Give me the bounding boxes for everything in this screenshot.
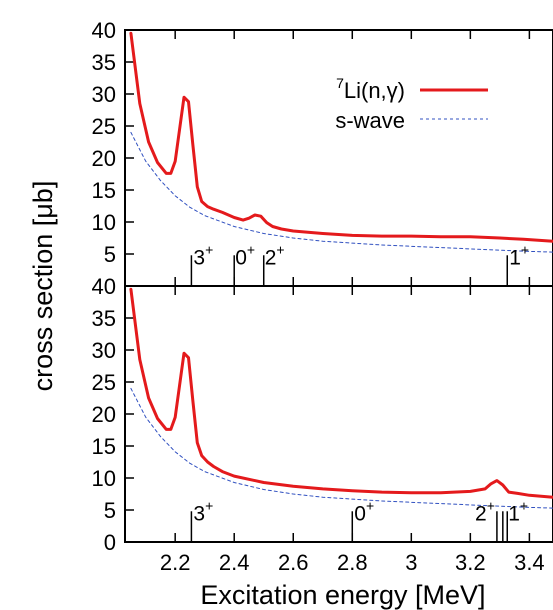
- series-li7-ng: [129, 287, 553, 499]
- y-tick-label: 10: [92, 210, 116, 235]
- panel-frame: [124, 29, 553, 287]
- y-tick-label: 15: [92, 178, 116, 203]
- y-tick-label: 5: [104, 498, 116, 523]
- y-tick-label: 35: [92, 50, 116, 75]
- x-tick-label: 2.2: [160, 550, 191, 575]
- y-axis-label: cross section [μb]: [28, 181, 58, 392]
- x-tick-label: 2.8: [337, 550, 368, 575]
- level-label: 1+: [508, 497, 528, 525]
- x-tick-label: 2.6: [278, 550, 309, 575]
- series-li7-ng: [129, 31, 553, 243]
- level-label: 2+: [265, 241, 285, 269]
- y-tick-label: 25: [92, 370, 116, 395]
- y-tick-label: 0: [104, 530, 116, 555]
- y-tick-label: 20: [92, 146, 116, 171]
- x-tick-label: 3.2: [455, 550, 486, 575]
- level-label: 0+: [235, 241, 255, 269]
- y-tick-label: 5: [104, 242, 116, 267]
- panel-1: 40 35 30 25 20 15 10 5 3+ 0+ 2+ 1+: [92, 18, 553, 287]
- y-tick-label: 10: [92, 466, 116, 491]
- y-tick-label: 30: [92, 82, 116, 107]
- y-tick-label: 20: [92, 402, 116, 427]
- legend-entry-label: s-wave: [335, 108, 405, 133]
- plot-layer: 40 35 30 25 20 15 10 5 3+ 0+ 2+ 1+ 40 35 30 25 20 15 10 5 0 3…: [92, 18, 553, 575]
- x-axis-label: Excitation energy [MeV]: [200, 580, 485, 610]
- y-tick-label: 30: [92, 338, 116, 363]
- x-tick-label: 3: [405, 550, 417, 575]
- y-tick-label: 40: [92, 18, 116, 43]
- series-s-wave: [130, 131, 553, 253]
- y-tick-label: 25: [92, 114, 116, 139]
- x-tick-label: 2.4: [219, 550, 250, 575]
- level-label: 1+: [509, 241, 529, 269]
- series-s-wave: [130, 387, 553, 509]
- y-tick-label: 35: [92, 306, 116, 331]
- level-label: 3+: [193, 497, 213, 525]
- x-tick-label: 3.4: [514, 550, 545, 575]
- level-label: 0+: [354, 497, 374, 525]
- level-label: 3+: [193, 241, 213, 269]
- y-tick-label: 15: [92, 434, 116, 459]
- legend-entry-label: 7Li(n,γ): [336, 75, 405, 103]
- y-tick-label: 40: [92, 274, 116, 299]
- panel-2: 40 35 30 25 20 15 10 5 0 3+ 0+ 2+ 1+: [92, 274, 553, 555]
- level-label: 2+: [475, 497, 495, 525]
- legend: 7Li(n,γ) s-wave: [335, 75, 488, 133]
